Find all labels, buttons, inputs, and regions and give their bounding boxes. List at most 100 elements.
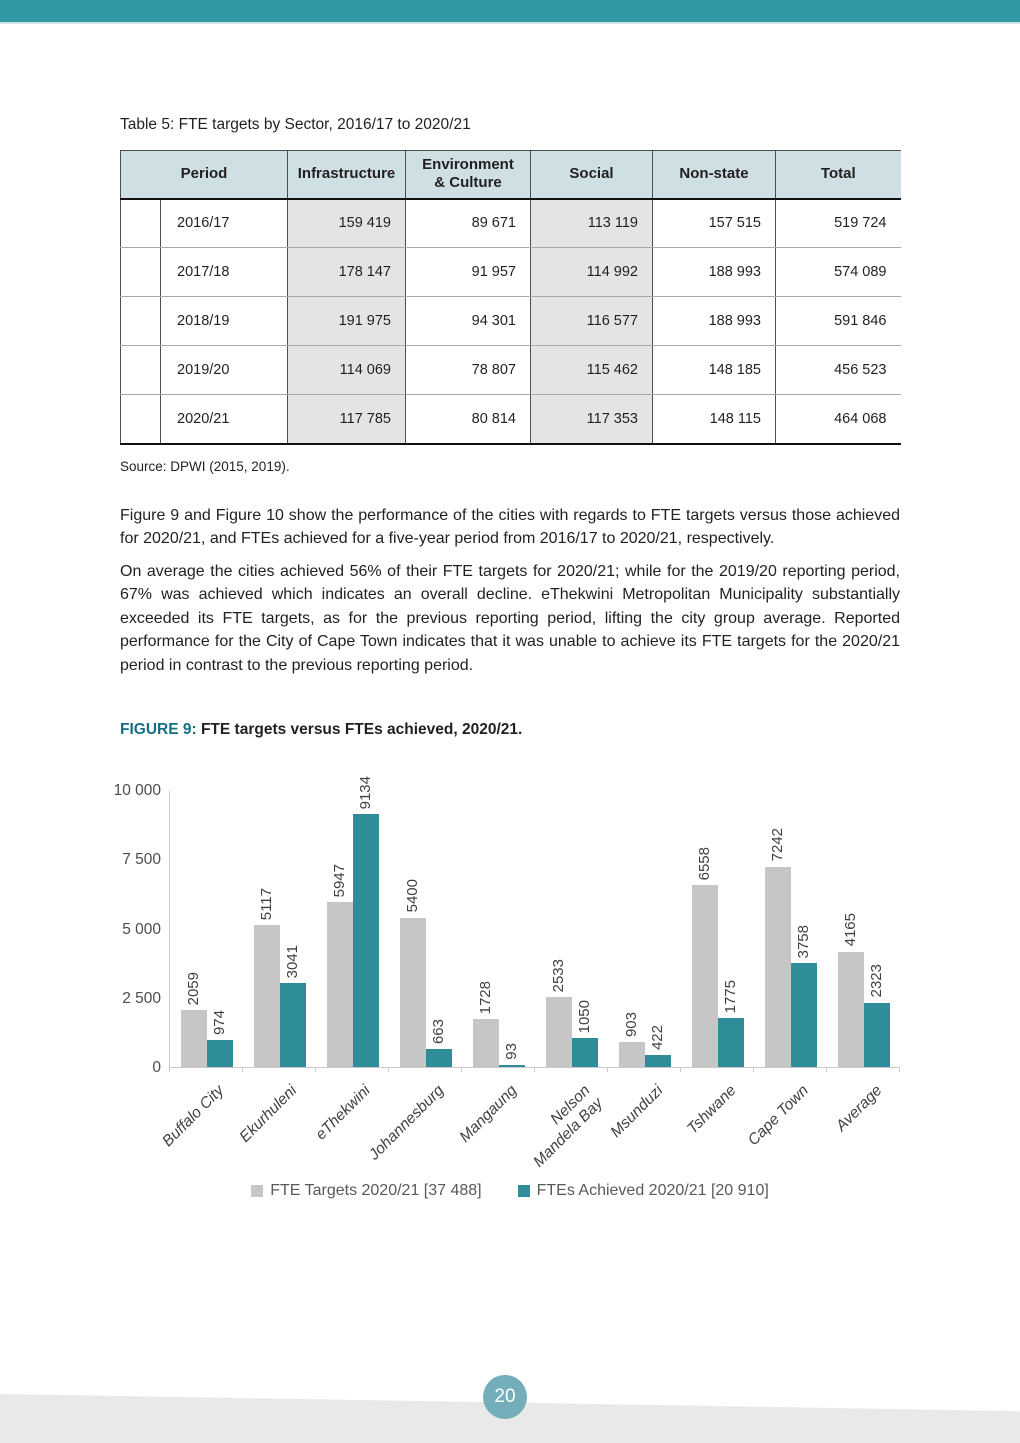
bar — [644, 1055, 671, 1068]
page-content: Table 5: FTE targets by Sector, 2016/17 … — [114, 24, 901, 1200]
bar-group: 5947 9134 — [316, 775, 389, 1068]
period-cell: 2018/19 — [160, 296, 288, 346]
axis-tick — [681, 1068, 754, 1073]
bar-value-label: 6558 — [696, 847, 713, 881]
table-header: Period Infrastructure Environment & Cultur… — [120, 150, 901, 200]
bar-column: 422 — [644, 1025, 671, 1068]
bar-column: 5400 — [399, 879, 426, 1068]
axis-tick — [462, 1068, 535, 1073]
x-category-label: eThekwini — [312, 1082, 374, 1144]
bar — [352, 814, 379, 1068]
bar-value-label: 2323 — [868, 964, 885, 998]
column-header: Total — [775, 150, 901, 200]
period-cell: 2019/20 — [160, 345, 288, 395]
value-cell: 78 807 — [405, 345, 531, 395]
bar-group: 2059 974 — [170, 971, 243, 1068]
table-row: 2018/19 191 975 94 301 116 577 188 993 591 84… — [120, 296, 901, 346]
column-header: Non-state — [652, 150, 776, 200]
table-row: 2019/20 114 069 78 807 115 462 148 185 456 52… — [120, 345, 901, 395]
bar — [472, 1019, 499, 1068]
value-cell: 89 671 — [405, 198, 531, 248]
legend-label: FTEs Achieved 2020/21 [20 910] — [536, 1182, 769, 1200]
page-number: 20 — [494, 1386, 516, 1407]
value-cell: 91 957 — [405, 247, 531, 297]
value-cell: 148 115 — [652, 394, 776, 445]
x-axis-labels: Buffalo City Ekurhuleni eThekwini Johannesb… — [120, 1072, 900, 1174]
bar — [618, 1042, 645, 1068]
bar-value-label: 2059 — [185, 971, 202, 1006]
x-category-cell: Mangaung — [456, 1072, 534, 1174]
value-cell: 148 185 — [652, 345, 776, 395]
figure-title: FTE targets versus FTEs achieved, 2020/2… — [200, 721, 523, 739]
value-cell: 117 785 — [287, 394, 406, 445]
body-paragraph: Figure 9 and Figure 10 show the performa… — [120, 506, 900, 548]
plot-area: 2059 974 5117 3041 5947 9134 5400 663 1728 93 2533… — [169, 776, 900, 1069]
x-category-cell: Ekurhuleni — [237, 1072, 315, 1174]
page-number-badge: 20 — [483, 1375, 527, 1419]
y-tick-label: 10 000 — [113, 782, 161, 800]
row-spacer-cell — [120, 198, 161, 248]
bar-column: 93 — [498, 1042, 525, 1068]
bar — [498, 1064, 525, 1068]
bar — [326, 902, 353, 1068]
bar-column: 6558 — [691, 847, 718, 1068]
bar-value-label: 5117 — [258, 888, 275, 921]
bar-value-label: 1775 — [722, 979, 739, 1013]
value-cell: 80 814 — [405, 394, 531, 445]
value-cell: 117 353 — [530, 394, 653, 445]
bar-column: 903 — [618, 1012, 645, 1068]
top-accent-bar — [0, 0, 1020, 24]
value-cell: 188 993 — [652, 296, 776, 346]
bar-value-label: 422 — [649, 1025, 666, 1051]
bar-value-label: 2533 — [550, 958, 567, 992]
bar — [691, 885, 718, 1068]
table-title: Table 5: FTE targets by Sector, 2016/17 … — [120, 116, 471, 133]
x-category-cell: Msunduzi — [607, 1072, 681, 1174]
figure-number: FIGURE 9: — [120, 721, 197, 739]
row-spacer-cell — [120, 345, 161, 395]
column-header: Environment & Culture — [405, 150, 531, 200]
bar-column: 1050 — [571, 999, 598, 1068]
bar-column: 2323 — [863, 964, 890, 1068]
x-category-cell: Nelson Mandela Bay — [530, 1072, 607, 1174]
legend-item: FTEs Achieved 2020/21 [20 910] — [517, 1182, 769, 1200]
x-category-cell: Johannesburg — [365, 1072, 461, 1174]
y-tick-label: 7 500 — [122, 851, 161, 869]
x-category-label: Mangaung — [456, 1082, 520, 1146]
x-category-cell: Average — [827, 1072, 900, 1174]
value-cell: 191 975 — [287, 296, 406, 346]
bar-column: 5947 — [326, 864, 353, 1068]
value-cell: 591 846 — [775, 296, 901, 346]
bar-value-label: 1050 — [576, 999, 593, 1034]
axis-tick — [243, 1068, 316, 1073]
y-tick-label: 5 000 — [122, 920, 161, 938]
bar-value-label: 9134 — [357, 775, 374, 810]
bar — [764, 866, 791, 1068]
column-header: Social — [530, 150, 653, 200]
row-spacer-cell — [120, 394, 161, 445]
x-category-label: Buffalo City — [159, 1082, 228, 1151]
bar-column: 7242 — [764, 828, 791, 1068]
column-header: Infrastructure — [287, 150, 406, 200]
bar-group: 1728 93 — [462, 981, 535, 1068]
table-row: 2020/21 117 785 80 814 117 353 148 115 464 06… — [120, 394, 901, 445]
legend-swatch — [517, 1185, 530, 1198]
bar-value-label: 974 — [211, 1010, 228, 1036]
value-cell: 188 993 — [652, 247, 776, 297]
table-row: 2016/17 159 419 89 671 113 119 157 515 519 72… — [120, 198, 901, 248]
bar — [790, 963, 817, 1068]
bar — [253, 925, 280, 1068]
value-cell: 574 089 — [775, 247, 901, 297]
bar-group: 2533 1050 — [535, 959, 608, 1068]
bar-column: 2059 — [180, 971, 207, 1068]
bar — [425, 1048, 452, 1068]
bar-value-label: 5947 — [331, 864, 348, 898]
bar-group: 5117 3041 — [243, 888, 316, 1068]
bar-value-label: 93 — [503, 1042, 520, 1060]
x-category-label: Average — [832, 1082, 886, 1135]
value-cell: 456 523 — [775, 345, 901, 395]
value-cell: 116 577 — [530, 296, 653, 346]
x-category-cell: Cape Town — [745, 1072, 827, 1174]
bar-value-label: 3758 — [795, 924, 812, 959]
bar-value-label: 663 — [430, 1018, 447, 1044]
